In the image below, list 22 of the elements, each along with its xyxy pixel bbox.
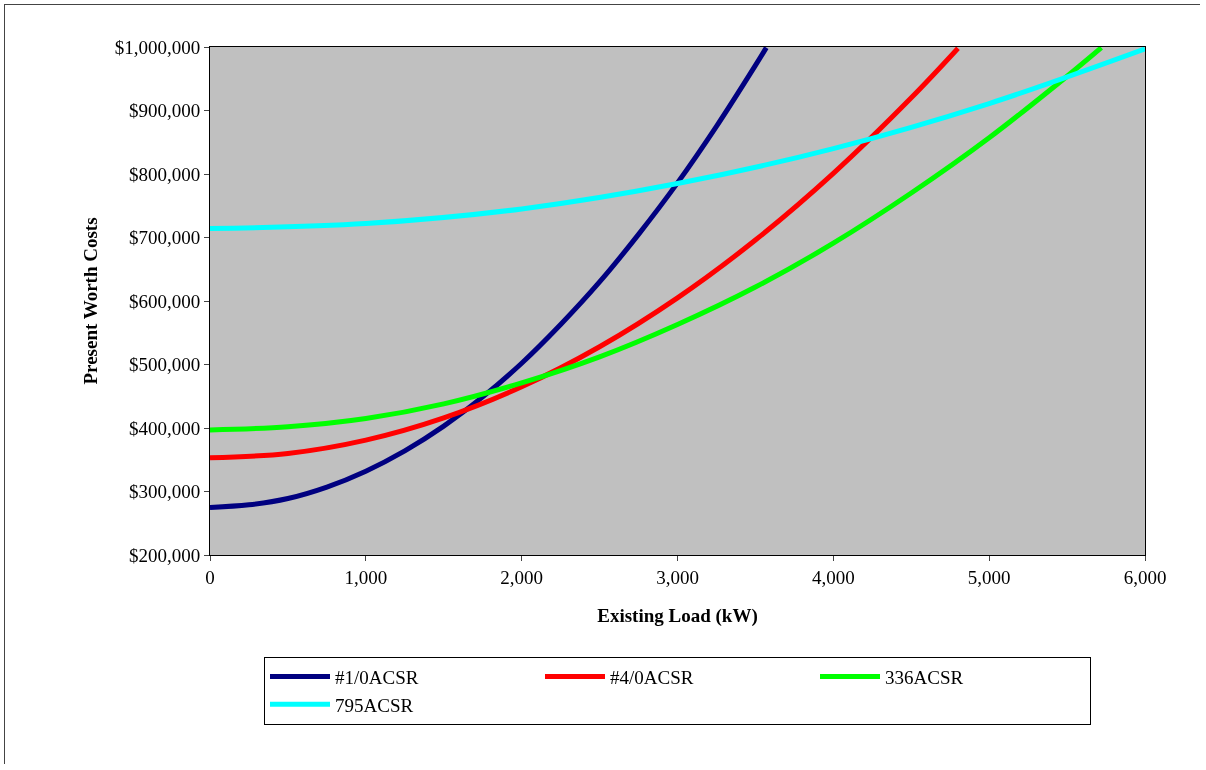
- x-tick-label: 5,000: [967, 566, 1011, 588]
- legend-label: #1/0ACSR: [335, 666, 419, 688]
- x-tick-label: 4,000: [811, 566, 855, 588]
- y-tick-label: $200,000: [128, 544, 201, 566]
- y-tick-label: $600,000: [128, 290, 201, 312]
- x-tick-label: 3,000: [656, 566, 699, 588]
- legend-label: 336ACSR: [885, 666, 964, 688]
- y-axis-title: Present Worth Costs: [79, 217, 101, 385]
- y-tick-label: $400,000: [128, 417, 201, 439]
- legend-label: #4/0ACSR: [610, 666, 694, 688]
- x-tick-label: 1,000: [344, 566, 388, 588]
- y-tick-label: $800,000: [128, 163, 201, 185]
- x-axis-title: Existing Load (kW): [597, 605, 758, 627]
- y-tick-label: $900,000: [128, 100, 201, 122]
- y-tick-label: $700,000: [128, 227, 201, 249]
- y-tick-label: $500,000: [128, 354, 201, 376]
- x-tick-label: 0: [205, 566, 215, 588]
- x-tick-label: 2,000: [500, 566, 544, 588]
- y-tick-label: $300,000: [128, 481, 201, 503]
- y-tick-label: $1,000,000: [114, 36, 201, 58]
- legend-label: 795ACSR: [335, 694, 414, 716]
- x-tick-label: 6,000: [1123, 566, 1167, 588]
